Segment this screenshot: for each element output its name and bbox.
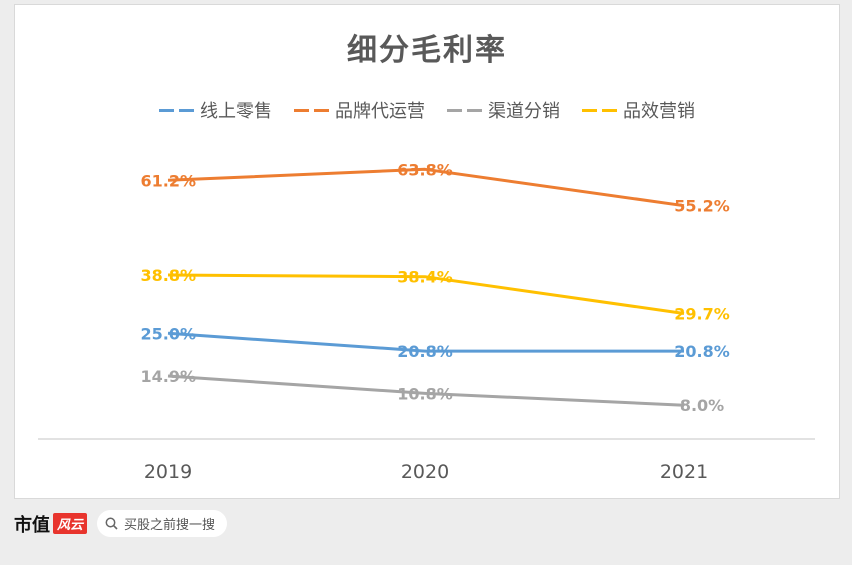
- data-label: 55.2%: [674, 197, 730, 216]
- data-label: 38.8%: [140, 266, 196, 285]
- data-label: 8.0%: [680, 396, 724, 415]
- chart-legend: 线上零售 品牌代运营 渠道分销 品效营销: [15, 97, 839, 123]
- data-label: 20.8%: [674, 342, 730, 361]
- search-box[interactable]: 买股之前搜一搜: [97, 510, 228, 537]
- data-label: 10.8%: [397, 384, 453, 403]
- legend-swatch: [294, 108, 329, 112]
- x-tick-label: 2020: [401, 461, 449, 483]
- legend-label: 品牌代运营: [335, 101, 425, 122]
- series-line: [167, 374, 685, 407]
- legend-label: 渠道分销: [488, 101, 560, 122]
- legend-swatch: [447, 108, 482, 112]
- data-label: 29.7%: [674, 304, 730, 323]
- data-label: 20.8%: [397, 342, 453, 361]
- data-label: 61.2%: [140, 171, 196, 190]
- series-line: [167, 331, 684, 353]
- legend-swatch: [582, 108, 617, 112]
- search-icon: [105, 517, 118, 530]
- search-text: 买股之前搜一搜: [124, 518, 216, 533]
- x-tick-label: 2021: [660, 461, 708, 483]
- legend-label: 线上零售: [200, 101, 272, 122]
- legend-item: 品牌代运营: [294, 97, 425, 123]
- brand-logo[interactable]: 市值 风云: [14, 511, 88, 537]
- x-tick-label: 2019: [144, 461, 192, 483]
- legend-item: 品效营销: [582, 97, 695, 123]
- data-label: 14.9%: [140, 367, 196, 386]
- data-label: 25.0%: [140, 324, 196, 343]
- legend-label: 品效营销: [623, 101, 695, 122]
- brand-text: 市值: [14, 514, 50, 536]
- data-label: 38.4%: [397, 268, 453, 287]
- series-line: [167, 167, 685, 208]
- data-label: 63.8%: [397, 160, 453, 179]
- legend-swatch: [159, 108, 194, 112]
- legend-item: 线上零售: [159, 97, 272, 123]
- legend-item: 渠道分销: [447, 97, 560, 123]
- chart-card: 细分毛利率 线上零售 品牌代运营 渠道分销 品效营销: [14, 4, 840, 499]
- brand-badge: 风云: [53, 513, 88, 534]
- series-line: [167, 273, 685, 315]
- footer-bar: 市值 风云 买股之前搜一搜: [14, 510, 228, 537]
- chart-title: 细分毛利率: [347, 33, 507, 68]
